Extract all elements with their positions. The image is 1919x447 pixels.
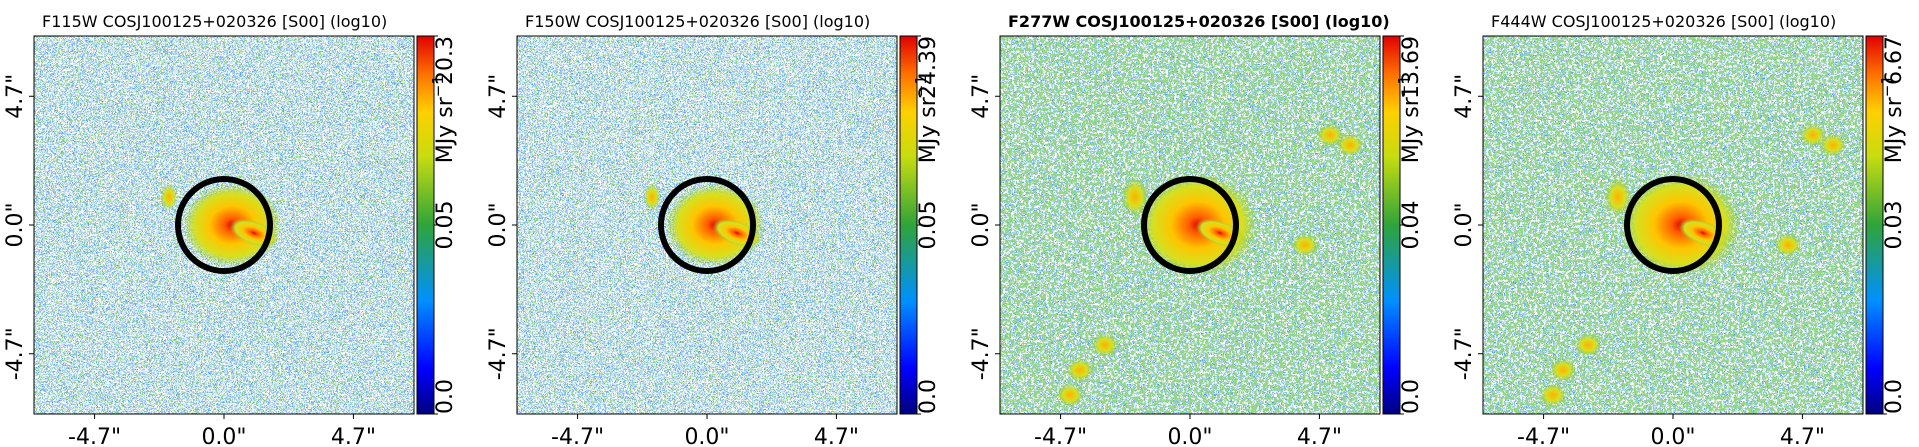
field-source	[1539, 383, 1567, 407]
colorbar-label-exponent: −1	[1395, 75, 1413, 97]
x-tick-label: 0.0"	[1650, 425, 1695, 447]
y-tick-label: 4.7"	[1452, 74, 1477, 119]
colorbar-tick-label: 0.03	[1882, 201, 1907, 250]
panel-title: F150W COSJ100125+020326 [S00] (log10)	[525, 12, 870, 31]
x-tick-label: -4.7"	[68, 425, 121, 447]
aperture	[1141, 176, 1239, 274]
colorbar-label-unit: MJy sr	[1882, 96, 1907, 163]
x-tick-label: 4.7"	[1297, 425, 1342, 447]
y-tick-label: 4.7"	[3, 74, 28, 119]
field-source	[1774, 233, 1802, 257]
y-tick-label: -4.7"	[3, 327, 28, 380]
panel-title: F444W COSJ100125+020326 [S00] (log10)	[1491, 12, 1836, 31]
y-tick-label: 0.0"	[486, 202, 511, 247]
field-source	[1316, 123, 1344, 147]
colorbar-tick-label: 20.3	[433, 36, 458, 85]
x-tick-label: 4.7"	[814, 425, 859, 447]
colorbar-label-exponent: −1	[429, 75, 447, 97]
x-tick-label: -4.7"	[1034, 425, 1087, 447]
colorbar-tick-label: 13.69	[1399, 36, 1424, 99]
panel: F150W COSJ100125+020326 [S00] (log10) -4.…	[486, 12, 941, 447]
colorbar-tick-label: 0.0	[1882, 379, 1907, 414]
y-tick-label: 0.0"	[1452, 202, 1477, 247]
colorbar-label: MJy sr−1	[1878, 75, 1907, 163]
field-source	[1574, 333, 1602, 357]
y-tick-label: -4.7"	[486, 327, 511, 380]
image	[34, 36, 414, 414]
y-tick-label: -4.7"	[969, 327, 994, 380]
colorbar-tick-label: 0.0	[433, 379, 458, 414]
x-tick-label: 0.0"	[684, 425, 729, 447]
y-tick-label: -4.7"	[1452, 327, 1477, 380]
panel-title: F277W COSJ100125+020326 [S00] (log10)	[1008, 12, 1390, 31]
x-tick-label: -4.7"	[551, 425, 604, 447]
field-source	[1056, 383, 1084, 407]
y-tick-label: 4.7"	[969, 74, 994, 119]
image	[1483, 36, 1863, 414]
x-tick-label: 0.0"	[1167, 425, 1212, 447]
colorbar-label-unit: MJy sr	[1399, 96, 1424, 163]
colorbar-label-exponent: −1	[912, 75, 930, 97]
colorbar-label-unit: MJy sr	[433, 96, 458, 163]
image	[1000, 36, 1380, 414]
y-tick-label: 0.0"	[3, 202, 28, 247]
colorbar-tick-label: 0.04	[1399, 201, 1424, 250]
field-source	[1549, 358, 1577, 382]
panel: F444W COSJ100125+020326 [S00] (log10) -4.…	[1452, 12, 1907, 447]
colorbar-tick-label: 0.05	[916, 201, 941, 250]
x-tick-label: -4.7"	[1517, 425, 1570, 447]
y-tick-label: 4.7"	[486, 74, 511, 119]
colorbar-tick-label: 0.05	[433, 201, 458, 250]
panel: F277W COSJ100125+020326 [S00] (log10) -4.…	[969, 12, 1424, 447]
colorbar-label: MJy sr−1	[1395, 75, 1424, 163]
field-source	[1066, 358, 1094, 382]
colorbar-label-exponent: −1	[1878, 75, 1896, 97]
field-source	[1291, 233, 1319, 257]
colorbar-tick-label: 0.0	[916, 379, 941, 414]
companion	[643, 183, 661, 211]
colorbar-tick-label: 24.39	[916, 36, 941, 99]
colorbar-tick-label: 6.67	[1882, 36, 1907, 85]
colorbar-tick-label: 0.0	[1399, 379, 1424, 414]
aperture	[658, 176, 756, 274]
aperture	[175, 176, 273, 274]
x-tick-label: 4.7"	[1780, 425, 1825, 447]
companion	[160, 183, 178, 211]
panel-title: F115W COSJ100125+020326 [S00] (log10)	[42, 12, 387, 31]
image	[517, 36, 897, 414]
colorbar-label: MJy sr−1	[912, 75, 941, 163]
aperture	[1624, 176, 1722, 274]
colorbar-label: MJy sr−1	[429, 75, 458, 163]
y-tick-label: 0.0"	[969, 202, 994, 247]
panel: F115W COSJ100125+020326 [S00] (log10) -4.…	[3, 12, 458, 447]
x-tick-label: 4.7"	[331, 425, 376, 447]
x-tick-label: 0.0"	[201, 425, 246, 447]
colorbar-label-unit: MJy sr	[916, 96, 941, 163]
field-source	[1799, 123, 1827, 147]
field-source	[1091, 333, 1119, 357]
